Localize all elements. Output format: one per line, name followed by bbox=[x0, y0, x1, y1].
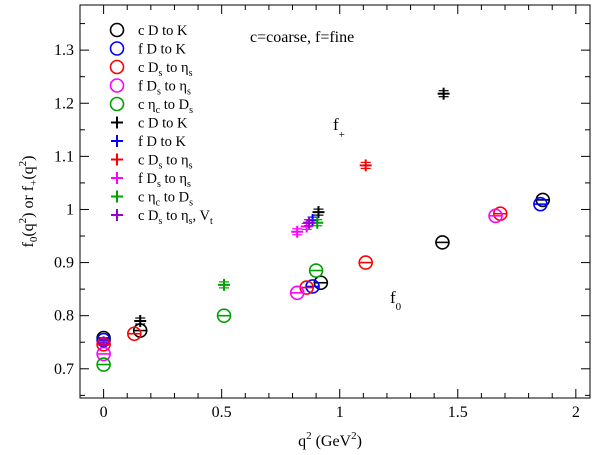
y-tick-label: 1.1 bbox=[54, 148, 74, 165]
x-axis-label: q2 (GeV2) bbox=[298, 430, 362, 450]
data-point-circle bbox=[308, 263, 324, 278]
legend-marker-circle bbox=[109, 22, 125, 38]
series-10 bbox=[97, 216, 316, 349]
axes: 0 0.5 1 1.5 2 0.7 0.8 0.9 1 1.1 1.2 1.3 q2 (GeV2) f0(… bbox=[17, 4, 591, 450]
data-point-circle bbox=[127, 326, 142, 342]
legend-item: f Ds to ηs bbox=[109, 78, 191, 98]
data-point-circle bbox=[313, 275, 329, 291]
data-point-plus bbox=[359, 159, 372, 172]
y-tick-label: 1 bbox=[66, 201, 74, 218]
series-9 bbox=[218, 216, 324, 291]
plot-frame bbox=[79, 4, 591, 399]
legend-marker-circle bbox=[109, 41, 125, 56]
legend-item: c ηc to Ds bbox=[109, 96, 193, 116]
data-point-circle bbox=[488, 208, 503, 224]
legend-label: f D to K bbox=[138, 134, 186, 150]
plot-area bbox=[96, 87, 551, 372]
annotation-note: c=coarse, f=fine bbox=[250, 29, 354, 46]
legend-item: c Ds to ηs bbox=[111, 153, 193, 172]
y-tick-label: 0.7 bbox=[54, 361, 74, 378]
series-4 bbox=[96, 263, 324, 372]
data-point-plus bbox=[303, 216, 316, 229]
legend-marker-plus bbox=[111, 209, 123, 221]
legend-item: f D to K bbox=[109, 41, 186, 58]
legend-item: c Ds to ηs, Vt bbox=[111, 208, 213, 227]
series-7 bbox=[359, 159, 372, 172]
x-tick-label: 1.5 bbox=[448, 404, 468, 421]
annotations: c=coarse, f=fine f+ f0 bbox=[250, 29, 402, 313]
legend-item: c Ds to ηs bbox=[109, 59, 193, 79]
legend-label: c D to K bbox=[138, 23, 188, 39]
legend-marker-plus bbox=[111, 135, 123, 147]
y-tick-label: 1.3 bbox=[54, 42, 74, 59]
data-point-plus bbox=[218, 278, 231, 291]
data-point-circle bbox=[358, 255, 373, 270]
series-5 bbox=[134, 87, 450, 327]
legend-marker-plus bbox=[111, 172, 123, 184]
y-tick-label: 0.9 bbox=[54, 255, 74, 272]
x-tick-label: 1 bbox=[336, 404, 344, 421]
legend-marker-plus bbox=[111, 153, 123, 166]
data-point-plus bbox=[437, 87, 450, 100]
legend-marker-plus bbox=[111, 190, 123, 203]
legend-label: f Ds to ηs bbox=[138, 79, 191, 98]
legend-label: c D to K bbox=[138, 116, 188, 132]
legend-label: c ηc to Ds bbox=[138, 190, 193, 209]
y-tick-label: 1.2 bbox=[54, 95, 74, 112]
legend-label: c ηc to Ds bbox=[138, 97, 193, 116]
data-point-circle bbox=[96, 357, 111, 372]
series-3 bbox=[96, 208, 503, 362]
annotation-f-zero: f0 bbox=[390, 288, 402, 313]
legend-item: f Ds to ηs bbox=[111, 171, 191, 190]
legend-label: c Ds to ηs, Vt bbox=[138, 208, 213, 227]
legend-item: c D to K bbox=[111, 116, 188, 132]
data-point-circle bbox=[289, 285, 305, 301]
x-tick-label: 0.5 bbox=[212, 404, 232, 421]
legend-marker-circle bbox=[109, 78, 125, 93]
data-point-circle bbox=[435, 235, 450, 250]
y-tick-label: 0.8 bbox=[54, 308, 74, 325]
legend-marker-circle bbox=[109, 59, 125, 75]
x-tick-label: 0 bbox=[100, 404, 108, 421]
y-axis-label: f0(q2) or f+(q2) bbox=[17, 155, 40, 247]
legend-label: f D to K bbox=[138, 42, 186, 58]
x-tick-label: 2 bbox=[572, 404, 580, 421]
data-point-plus bbox=[312, 206, 325, 219]
legend-marker-circle bbox=[109, 96, 125, 112]
data-point-plus bbox=[97, 336, 110, 349]
data-point-circle bbox=[216, 308, 232, 323]
legend-item: f D to K bbox=[111, 134, 186, 150]
legend: c D to Kf D to Kc Ds to ηsf Ds to ηsc ηc… bbox=[109, 22, 213, 227]
data-point-plus bbox=[134, 314, 147, 327]
series-2 bbox=[96, 206, 508, 352]
legend-item: c D to K bbox=[109, 22, 188, 39]
legend-label: c Ds to ηs bbox=[138, 153, 193, 172]
data-point-plus bbox=[291, 225, 304, 238]
legend-label: f Ds to ηs bbox=[138, 171, 191, 190]
legend-marker-plus bbox=[111, 116, 123, 129]
annotation-f-plus: f+ bbox=[333, 115, 345, 141]
legend-label: c Ds to ηs bbox=[138, 60, 193, 79]
data-point-circle bbox=[533, 196, 548, 212]
legend-item: c ηc to Ds bbox=[111, 190, 193, 209]
